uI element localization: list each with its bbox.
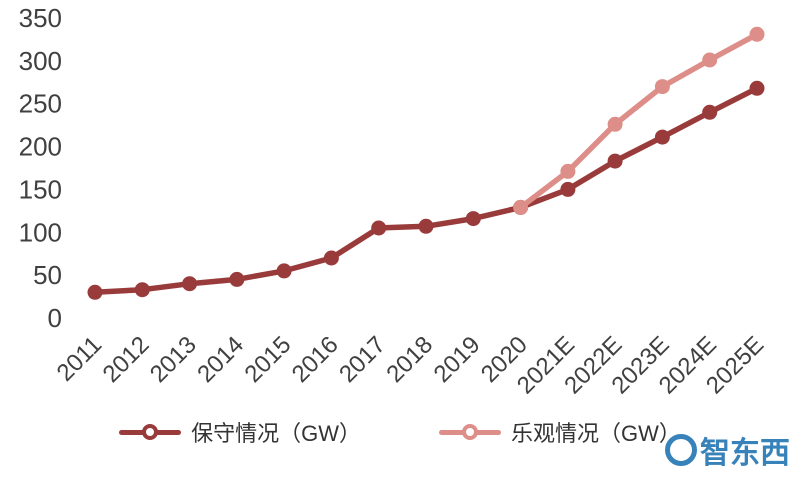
y-tick-label: 300	[19, 46, 62, 76]
y-tick-label: 200	[19, 132, 62, 162]
x-tick-label: 2013	[145, 331, 202, 388]
data-point-marker	[182, 276, 198, 292]
line-chart: 0501001502002503003502011201220132014201…	[19, 3, 770, 399]
data-point-marker	[418, 218, 434, 234]
x-tick-label: 2011	[52, 331, 108, 387]
data-point-marker	[607, 153, 623, 169]
data-point-marker	[87, 284, 103, 300]
y-tick-label: 350	[19, 3, 62, 33]
data-point-marker	[229, 271, 245, 287]
data-point-marker	[276, 263, 292, 279]
legend-item-optimistic: 乐观情况（GW）	[439, 416, 681, 448]
x-tick-label: 2018	[381, 331, 438, 388]
x-tick-label: 2019	[429, 331, 486, 388]
data-point-marker	[607, 116, 623, 132]
y-tick-label: 0	[48, 303, 62, 333]
data-point-marker	[560, 163, 576, 179]
data-point-marker	[465, 211, 481, 227]
y-tick-label: 100	[19, 217, 62, 247]
series-line-0	[92, 85, 760, 296]
legend-marker-optimistic-icon	[439, 424, 501, 440]
data-point-marker	[749, 26, 765, 42]
data-point-marker	[654, 79, 670, 95]
y-tick-label: 50	[33, 260, 62, 290]
x-tick-label: 2016	[287, 331, 344, 388]
data-point-marker	[134, 282, 150, 298]
data-point-marker	[749, 80, 765, 96]
legend-dot-icon	[462, 424, 478, 440]
data-point-marker	[702, 104, 718, 120]
legend-label-optimistic: 乐观情况（GW）	[511, 421, 681, 446]
x-tick-label: 2017	[334, 331, 391, 388]
legend-item-conservative: 保守情况（GW）	[119, 416, 361, 448]
chart-legend: 保守情况（GW） 乐观情况（GW）	[0, 410, 800, 454]
legend-label-conservative: 保守情况（GW）	[191, 421, 361, 446]
y-tick-label: 150	[19, 174, 62, 204]
data-point-marker	[513, 199, 529, 215]
legend-dot-icon	[142, 424, 159, 440]
x-tick-label: 2014	[192, 331, 249, 388]
legend-marker-conservative-icon	[119, 424, 182, 440]
x-tick-label: 2015	[240, 331, 297, 388]
y-tick-label: 250	[19, 89, 62, 119]
series-line-1	[517, 31, 760, 211]
data-point-marker	[702, 52, 718, 68]
data-point-marker	[371, 220, 387, 236]
data-point-marker	[323, 250, 339, 266]
x-tick-label: 2012	[98, 331, 155, 388]
data-point-marker	[654, 129, 670, 145]
data-point-marker	[560, 181, 576, 197]
